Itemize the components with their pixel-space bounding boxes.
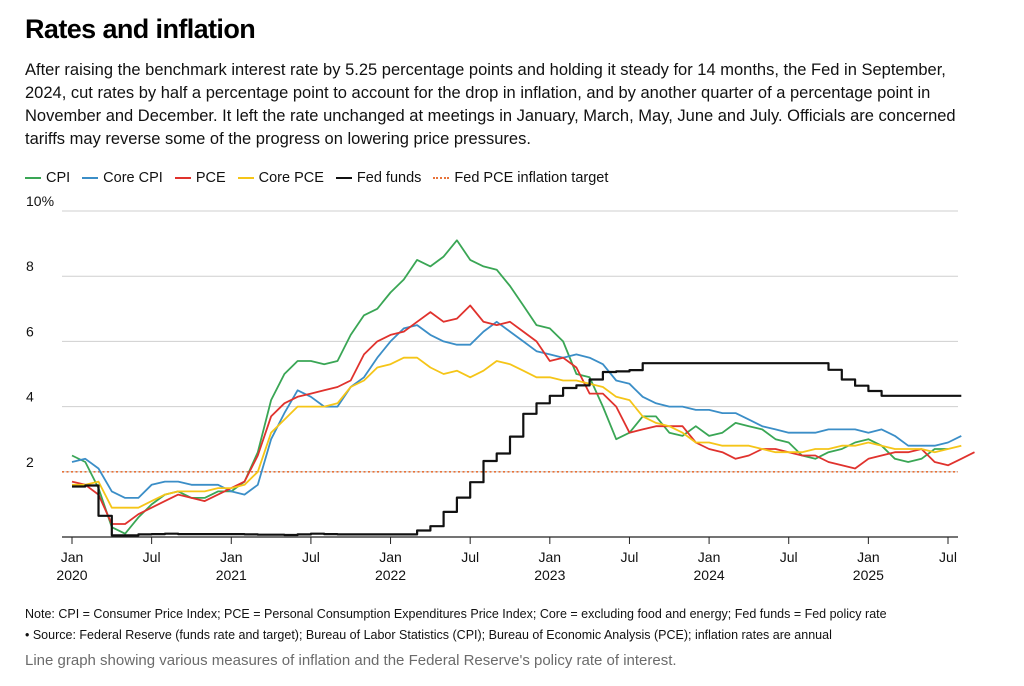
- x-tick-year: 2020: [56, 567, 87, 583]
- x-tick-label: Jul: [780, 549, 798, 565]
- x-tick-year: 2022: [375, 567, 406, 583]
- chart-subtitle: After raising the benchmark interest rat…: [25, 61, 956, 148]
- x-tick-year: 2025: [853, 567, 884, 583]
- x-tick-label: Jul: [302, 549, 320, 565]
- series-line-core-cpi: [71, 320, 962, 499]
- y-tick-label: 2: [26, 454, 34, 470]
- legend-item-core-pce: Core PCE: [237, 170, 324, 186]
- y-tick-label: 6: [26, 323, 34, 339]
- x-tick-label: Jul: [461, 549, 479, 565]
- legend: CPI Core CPI PCE Core PCE Fed funds Fed …: [25, 169, 620, 187]
- x-tick-label: Jul: [143, 549, 161, 565]
- legend-item-target: Fed PCE inflation target: [433, 170, 608, 186]
- legend-item-core-cpi: Core CPI: [82, 170, 163, 186]
- chart-title: Rates and inflation: [25, 14, 256, 44]
- series-line-cpi: [71, 239, 948, 535]
- x-tick-label: Jul: [621, 549, 639, 565]
- y-tick-label: 8: [26, 258, 34, 274]
- legend-swatch-core-pce: [237, 177, 254, 179]
- x-tick-label: Jan: [61, 549, 84, 565]
- series-line-fed-funds: [72, 362, 962, 537]
- note-text: Note: CPI = Consumer Price Index; PCE = …: [25, 607, 887, 621]
- series-lines: [71, 239, 975, 537]
- x-tick-label: Jul: [939, 549, 957, 565]
- series-line-core-pce: [72, 356, 962, 509]
- legend-label-core-cpi: Core CPI: [103, 170, 163, 186]
- legend-swatch-fed-funds: [335, 177, 352, 179]
- chart-notes: Note: CPI = Consumer Price Index; PCE = …: [25, 604, 887, 646]
- legend-swatch-core-cpi: [82, 177, 99, 179]
- series-line-pce: [71, 304, 975, 525]
- legend-label-fed-funds: Fed funds: [356, 170, 422, 186]
- legend-swatch-pce: [174, 177, 191, 179]
- y-axis-labels: 10% 8 6 4 2: [26, 195, 54, 470]
- y-tick-label: 4: [26, 389, 34, 405]
- legend-swatch-target: [433, 177, 450, 179]
- x-tick-label: Jan: [220, 549, 243, 565]
- legend-label-target: Fed PCE inflation target: [454, 170, 609, 186]
- x-tick-label: Jan: [379, 549, 402, 565]
- legend-label-pce: PCE: [195, 170, 226, 186]
- source-text: • Source: Federal Reserve (funds rate an…: [25, 628, 832, 642]
- grid-lines: [62, 210, 958, 473]
- chart-caption: Line graph showing various measures of i…: [25, 652, 677, 669]
- legend-item-pce: PCE: [174, 170, 226, 186]
- y-tick-label: 10%: [26, 195, 54, 209]
- x-tick-label: Jan: [539, 549, 562, 565]
- legend-item-cpi: CPI: [25, 170, 70, 186]
- x-tick-label: Jan: [698, 549, 721, 565]
- x-tick-year: 2023: [534, 567, 565, 583]
- x-tick-year: 2024: [694, 567, 725, 583]
- legend-item-fed-funds: Fed funds: [335, 170, 422, 186]
- legend-label-cpi: CPI: [46, 170, 71, 186]
- legend-swatch-cpi: [25, 177, 41, 179]
- legend-label-core-pce: Core PCE: [258, 170, 324, 186]
- x-tick-year: 2021: [216, 567, 247, 583]
- x-tick-label: Jan: [857, 549, 880, 565]
- x-axis: Jan 2020 Jul Jan 2021 Jul Jan 2022 Jul Jan 2023 Jul…: [56, 536, 958, 583]
